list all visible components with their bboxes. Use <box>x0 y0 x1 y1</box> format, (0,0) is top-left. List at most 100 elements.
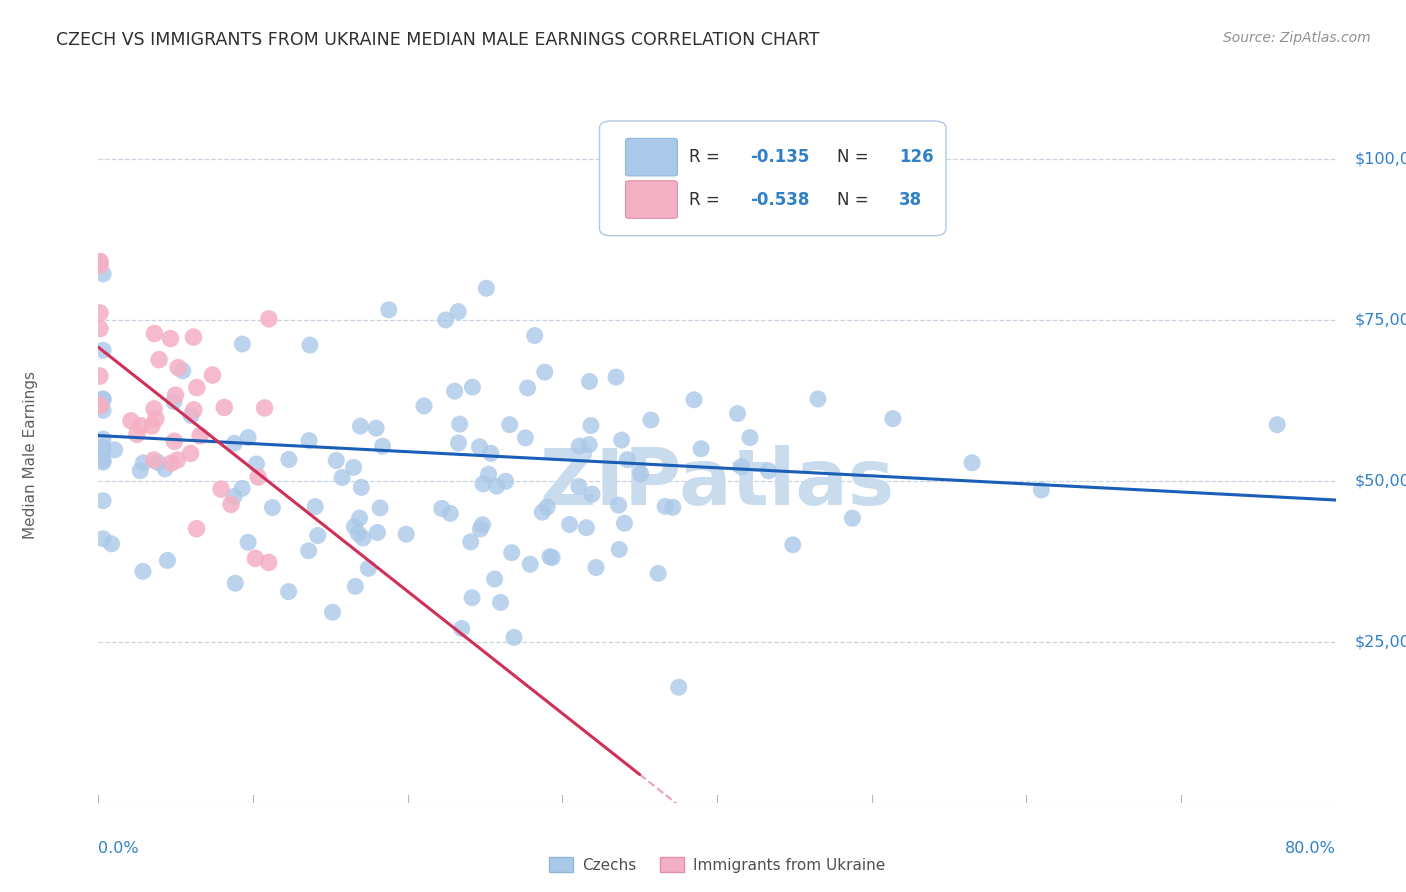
Point <box>212 401 235 415</box>
Point <box>447 436 470 450</box>
Point <box>188 428 211 442</box>
Point <box>472 477 495 491</box>
Point <box>236 535 259 549</box>
Point <box>449 417 471 431</box>
Text: $100,000: $100,000 <box>1354 151 1406 166</box>
Point <box>186 380 208 394</box>
Point <box>378 302 401 317</box>
Point <box>186 522 208 536</box>
Text: 80.0%: 80.0% <box>1285 841 1336 856</box>
Text: $25,000: $25,000 <box>1354 634 1406 649</box>
Legend: Czechs, Immigrants from Ukraine: Czechs, Immigrants from Ukraine <box>543 850 891 879</box>
Point <box>142 453 165 467</box>
Point <box>165 388 187 402</box>
Point <box>100 537 122 551</box>
Point <box>183 402 205 417</box>
Point <box>495 475 517 489</box>
Point <box>156 553 179 567</box>
Point <box>245 551 267 566</box>
Point <box>605 370 627 384</box>
Point <box>475 281 498 295</box>
Point <box>447 304 470 318</box>
Point <box>501 546 523 560</box>
Point <box>439 507 461 521</box>
Point <box>489 595 512 609</box>
Point <box>257 555 280 569</box>
Point <box>91 267 114 281</box>
Point <box>180 409 202 423</box>
Point <box>807 392 830 406</box>
Point <box>579 418 602 433</box>
Point <box>159 332 181 346</box>
Point <box>145 411 167 425</box>
Point <box>575 521 598 535</box>
Point <box>578 375 600 389</box>
Point <box>330 470 353 484</box>
FancyBboxPatch shape <box>626 138 678 176</box>
Point <box>89 399 111 413</box>
Point <box>1265 417 1288 432</box>
Point <box>104 442 127 457</box>
Point <box>163 434 186 449</box>
Point <box>89 321 111 335</box>
Point <box>167 360 190 375</box>
Point <box>91 392 114 406</box>
Point <box>91 441 114 455</box>
Text: 0.0%: 0.0% <box>98 841 139 856</box>
Point <box>516 381 538 395</box>
Point <box>503 631 526 645</box>
Point <box>277 452 299 467</box>
Point <box>450 622 472 636</box>
Point <box>882 411 904 425</box>
Point <box>443 384 465 398</box>
Point <box>668 680 690 694</box>
Point <box>231 337 253 351</box>
Text: CZECH VS IMMIGRANTS FROM UKRAINE MEDIAN MALE EARNINGS CORRELATION CHART: CZECH VS IMMIGRANTS FROM UKRAINE MEDIAN … <box>56 31 820 49</box>
Text: Median Male Earnings: Median Male Earnings <box>22 371 38 539</box>
Point <box>201 368 224 382</box>
Point <box>461 591 484 605</box>
Point <box>479 446 502 460</box>
Point <box>91 403 114 417</box>
Point <box>841 511 863 525</box>
Text: ZIPatlas: ZIPatlas <box>540 445 894 521</box>
Point <box>350 480 373 494</box>
Point <box>166 453 188 467</box>
Point <box>368 500 391 515</box>
Point <box>298 434 321 448</box>
Point <box>172 364 194 378</box>
Point <box>219 497 242 511</box>
Point <box>321 605 343 619</box>
Point <box>247 470 270 484</box>
Point <box>132 456 155 470</box>
Point <box>304 500 326 514</box>
Point <box>91 343 114 358</box>
Point <box>630 467 652 481</box>
Point <box>125 427 148 442</box>
Point <box>430 501 453 516</box>
Point <box>160 456 183 470</box>
Point <box>558 517 581 532</box>
Text: -0.135: -0.135 <box>751 148 810 166</box>
Point <box>371 439 394 453</box>
Point <box>297 543 319 558</box>
Text: R =: R = <box>689 191 724 209</box>
Point <box>395 527 418 541</box>
Point <box>91 392 114 407</box>
Text: $75,000: $75,000 <box>1354 312 1406 327</box>
Point <box>349 511 371 525</box>
Point <box>730 459 752 474</box>
Point <box>89 259 111 273</box>
Point <box>347 526 370 541</box>
Text: N =: N = <box>837 148 875 166</box>
Point <box>470 522 492 536</box>
Point <box>738 431 761 445</box>
Point <box>568 479 591 493</box>
Point <box>343 519 366 533</box>
Point <box>91 453 114 467</box>
Point <box>782 538 804 552</box>
Point <box>616 452 638 467</box>
Point <box>89 398 111 412</box>
Point <box>253 401 276 415</box>
Text: -0.538: -0.538 <box>751 191 810 209</box>
